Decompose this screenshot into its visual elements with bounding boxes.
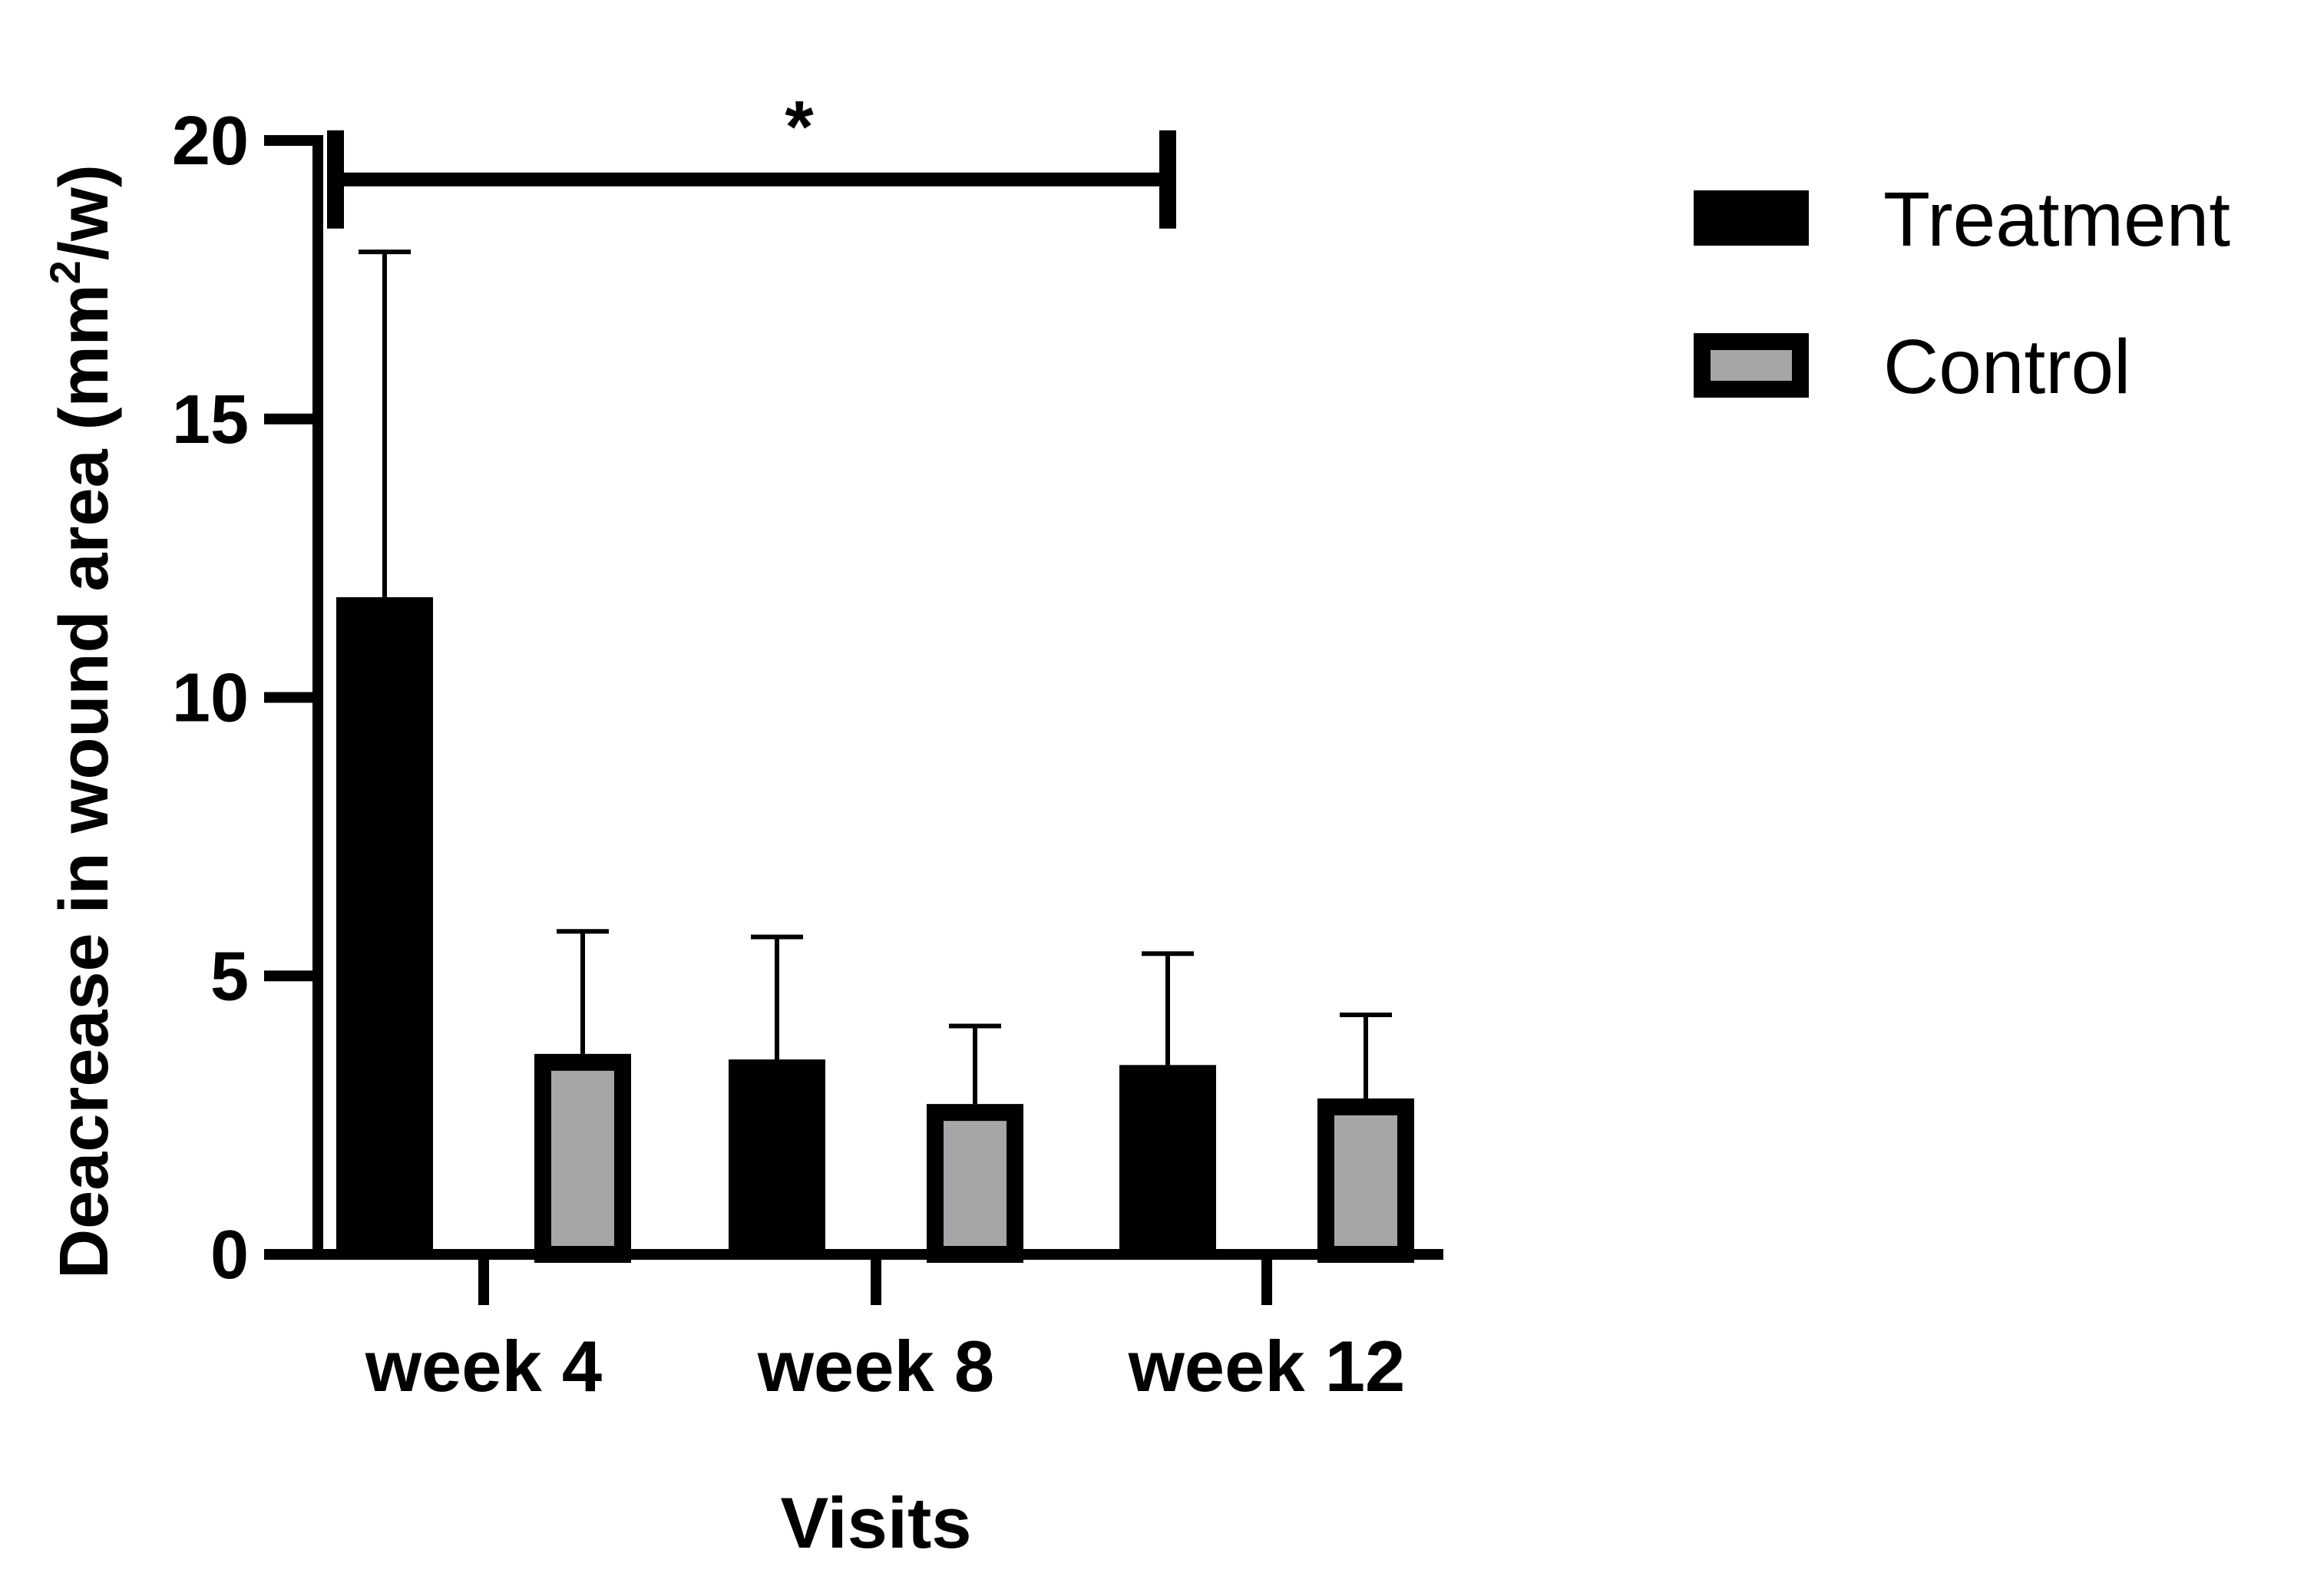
y-axis-title-main: Deacrease in wound area (mm	[46, 284, 123, 1279]
bar-control-2	[1317, 1098, 1414, 1263]
x-tick-labels: week 4 week 8 week 12	[365, 1326, 1405, 1406]
bar-treatment-0	[336, 596, 433, 1254]
legend-label-control: Control	[1883, 324, 2130, 410]
bars-group	[336, 249, 1414, 1263]
y-axis-title-end: /w)	[46, 164, 123, 260]
x-tick-label-0: week 4	[365, 1326, 602, 1406]
axes-group	[264, 135, 1443, 1305]
bar-control-1	[927, 1104, 1023, 1263]
significance-group: *	[327, 86, 1176, 229]
x-tick-label-2: week 12	[1128, 1326, 1406, 1406]
y-tick-label-15: 15	[172, 382, 249, 458]
significance-label: *	[785, 86, 814, 168]
y-tick-label-20: 20	[172, 103, 249, 180]
y-axis-title: Deacrease in wound area (mm2/w)	[41, 164, 123, 1279]
legend-swatch-treatment	[1694, 190, 1809, 246]
bar-treatment-2	[1119, 1065, 1216, 1254]
legend: Treatment Control	[1694, 177, 2230, 410]
x-tick-label-1: week 8	[757, 1326, 994, 1406]
legend-label-treatment: Treatment	[1883, 177, 2230, 263]
x-axis-title: Visits	[780, 1482, 971, 1563]
legend-swatch-control	[1694, 333, 1809, 398]
y-tick-label-0: 0	[210, 1217, 249, 1294]
bar-control-0	[534, 1053, 631, 1263]
y-axis-title-superscript: 2	[41, 260, 89, 284]
y-tick-labels: 0 5 10 15 20	[172, 103, 249, 1294]
bar-treatment-1	[729, 1059, 825, 1254]
y-tick-label-10: 10	[172, 660, 249, 737]
y-tick-label-5: 5	[210, 938, 249, 1015]
